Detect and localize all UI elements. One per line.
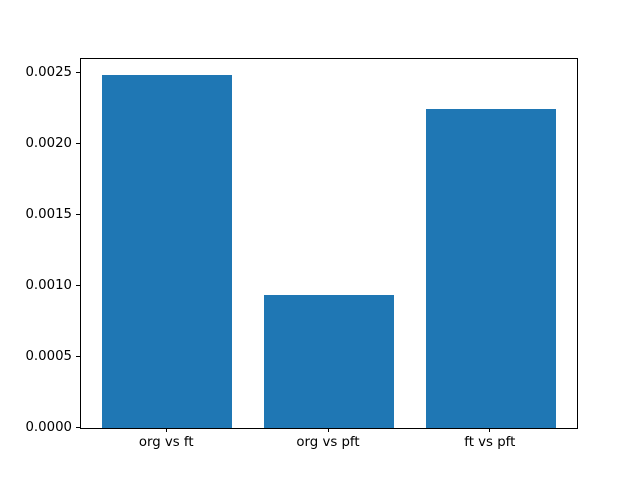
y-tick-mark [76, 142, 80, 144]
y-tick-mark [76, 71, 80, 73]
x-tick-mark [489, 428, 491, 432]
y-tick-label: 0.0025 [25, 64, 72, 80]
x-tick-label: ft vs pft [464, 435, 516, 450]
x-tick-mark [327, 428, 329, 432]
bar-org-vs-pft [264, 294, 394, 428]
y-tick-label: 0.0005 [25, 348, 72, 364]
plot-area [80, 58, 578, 429]
y-tick-label: 0.0010 [25, 277, 72, 293]
bar-org-vs-ft [102, 74, 232, 428]
y-tick-label: 0.0015 [25, 206, 72, 222]
y-tick-label: 0.0020 [25, 135, 72, 151]
y-tick-label: 0.0000 [25, 419, 72, 435]
y-tick-mark [76, 213, 80, 215]
y-tick-mark [76, 355, 80, 357]
y-tick-mark [76, 426, 80, 428]
bar-ft-vs-pft [426, 108, 556, 428]
x-tick-mark [165, 428, 167, 432]
x-tick-label: org vs ft [138, 435, 194, 450]
y-tick-mark [76, 284, 80, 286]
x-tick-label: org vs pft [296, 435, 360, 450]
